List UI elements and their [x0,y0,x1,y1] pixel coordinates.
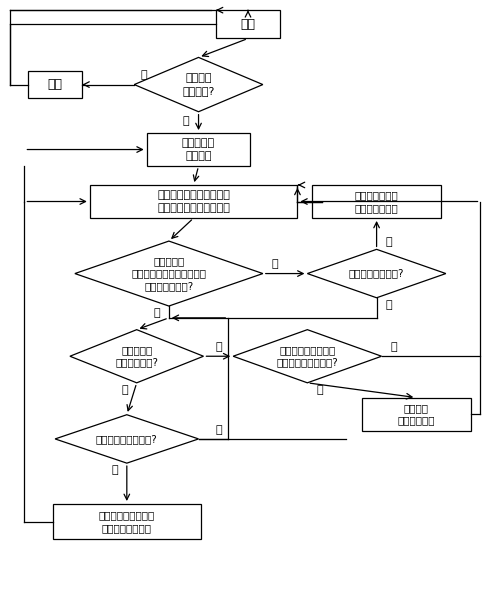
Text: 是: 是 [272,259,279,269]
Text: 是: 是 [121,385,127,395]
Text: 是: 是 [215,425,222,435]
Text: 分接头档位到极限?: 分接头档位到极限? [349,269,404,279]
Bar [312,185,441,218]
Text: 选取一个待
调整节点: 选取一个待 调整节点 [182,139,215,161]
Polygon shape [134,57,263,112]
Text: 开始: 开始 [241,18,255,31]
Bar [53,504,201,539]
Text: 所有节点
电压合格?: 所有节点 电压合格? [183,73,215,96]
Bar [216,10,280,38]
Polygon shape [70,330,203,383]
Text: 母线电压越
上（或下）限?: 母线电压越 上（或下）限? [115,345,158,368]
Bar [147,133,250,166]
Text: 否: 否 [183,115,189,126]
Text: 电容（电抗）已用尽?: 电容（电抗）已用尽? [96,434,158,444]
Text: 高压侧电压
越上（或下）限，而中压测
越下（或上）限?: 高压侧电压 越上（或下）限，而中压测 越下（或上）限? [131,256,206,291]
Text: 切电容，投电抗（或
切电抗，投电容）: 切电容，投电抗（或 切电抗，投电容） [99,510,155,533]
Text: 否: 否 [386,237,392,247]
Text: 否: 否 [111,465,118,475]
Text: 是: 是 [316,385,323,395]
Text: 调节动态
无功补偿装置: 调节动态 无功补偿装置 [397,403,435,425]
Bar [28,71,82,98]
Text: 母线电压在限值内，
但临近上（或下）限?: 母线电压在限值内， 但临近上（或下）限? [276,345,338,368]
Polygon shape [75,241,263,306]
Text: 是: 是 [141,70,147,80]
Bar [90,185,298,218]
Bar [362,398,471,430]
Text: 由灵敏度排序选择第一个
（或下一个）无功补偿点: 由灵敏度排序选择第一个 （或下一个）无功补偿点 [157,190,230,213]
Text: 否: 否 [390,342,397,352]
Text: 中压测分接头上
（或下）调一级: 中压测分接头上 （或下）调一级 [355,190,398,213]
Text: 是: 是 [386,300,392,310]
Polygon shape [308,249,446,298]
Text: 否: 否 [215,342,222,352]
Polygon shape [233,330,381,383]
Text: 结束: 结束 [48,78,62,91]
Polygon shape [55,415,198,463]
Text: 否: 否 [153,308,160,318]
